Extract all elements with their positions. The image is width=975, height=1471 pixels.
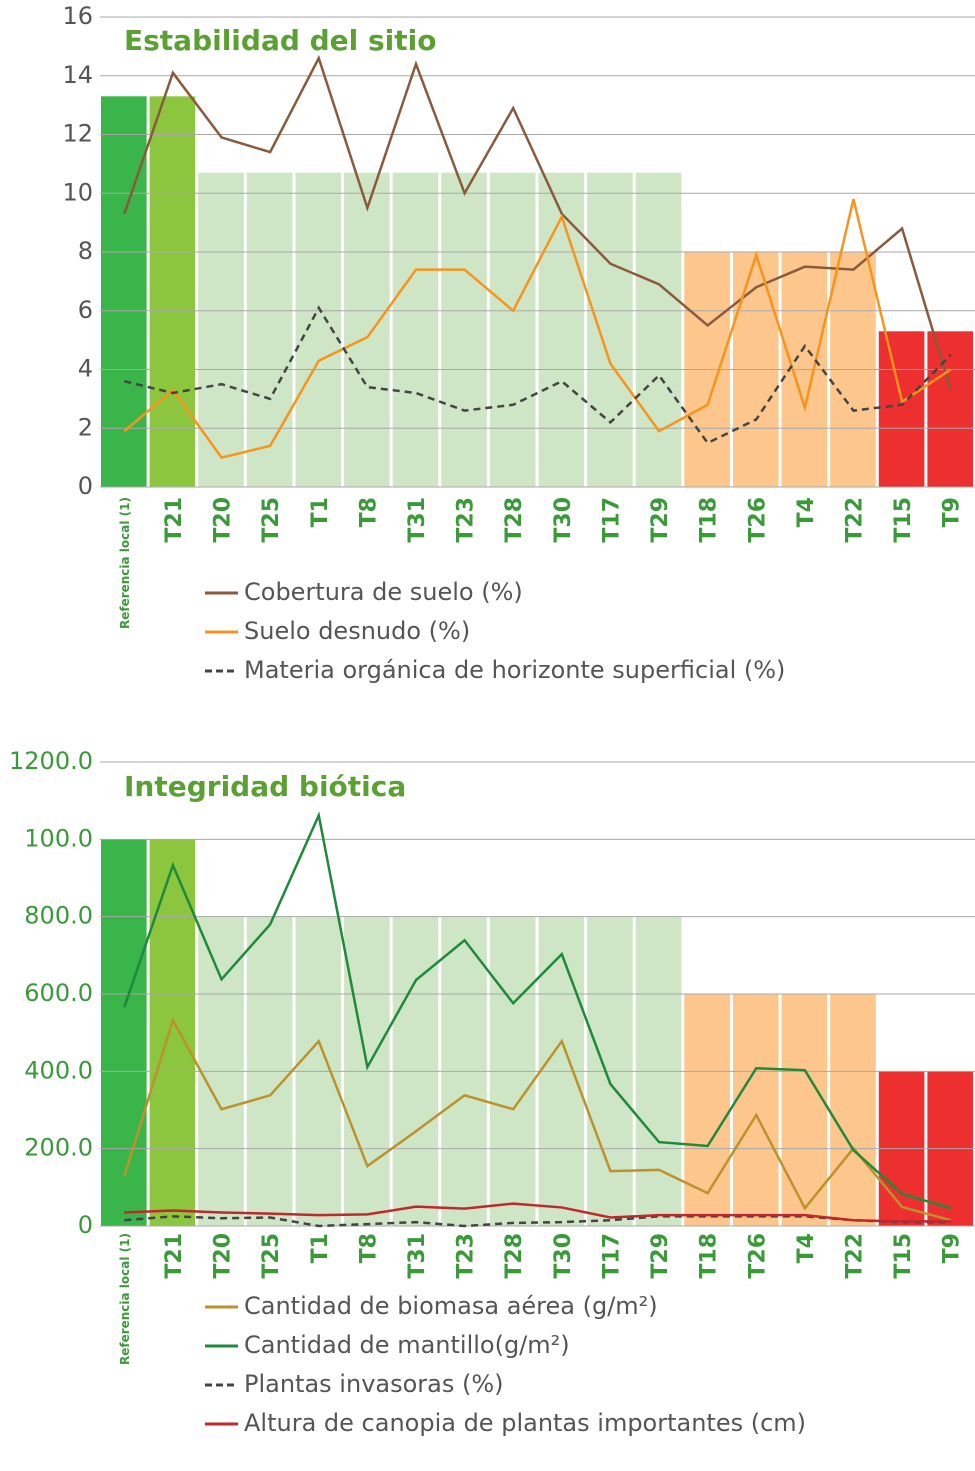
x-tick-label: T30 <box>551 497 576 543</box>
x-tick-label: T9 <box>940 1233 965 1263</box>
x-tick-label: T26 <box>745 1233 770 1279</box>
legend-label: Cantidad de mantillo(g/m²) <box>244 1331 570 1359</box>
y-tick-label: 200.0 <box>24 1134 93 1162</box>
bar <box>587 172 633 487</box>
x-tick-label: T9 <box>940 497 965 527</box>
legend-label: Altura de canopia de plantas importantes… <box>244 1409 806 1437</box>
bar <box>149 839 196 1226</box>
bar <box>489 172 536 487</box>
y-tick-label: 0 <box>78 472 93 500</box>
bar <box>538 172 585 487</box>
y-tick-label: 4 <box>78 355 93 383</box>
x-tick-label: Referencia local (1) <box>118 1233 132 1365</box>
x-tick-label: T15 <box>891 1233 916 1279</box>
series-line <box>124 1202 951 1223</box>
x-tick-label: T29 <box>648 497 673 543</box>
bar <box>635 172 682 487</box>
x-tick-label: T4 <box>794 1233 819 1263</box>
bar <box>392 172 439 487</box>
x-tick-label: T18 <box>697 1233 722 1279</box>
y-tick-label: 800.0 <box>24 902 93 930</box>
y-tick-label: 2 <box>78 413 93 441</box>
bar <box>927 331 973 487</box>
y-tick-label: 400.0 <box>24 1056 93 1084</box>
x-tick-label: T25 <box>259 497 284 543</box>
x-tick-label: T30 <box>551 1233 576 1279</box>
series-line <box>123 198 952 460</box>
x-tick-label: T20 <box>211 1233 236 1279</box>
x-tick-label: T25 <box>259 1233 284 1279</box>
bar <box>295 172 342 487</box>
x-tick-label: T21 <box>162 497 187 543</box>
series-line <box>123 54 952 391</box>
x-tick-label: T21 <box>162 1233 187 1279</box>
legend-label: Cobertura de suelo (%) <box>244 578 523 606</box>
x-tick-label: T17 <box>599 497 624 543</box>
legend-label: Materia orgánica de horizonte superficia… <box>244 656 785 684</box>
x-tick-label: T28 <box>502 1233 527 1279</box>
legend-label: Cantidad de biomasa aérea (g/m²) <box>244 1292 658 1320</box>
x-tick-label: T1 <box>308 1233 333 1263</box>
x-tick-label: T31 <box>405 1233 430 1279</box>
bar <box>101 839 147 1226</box>
bar <box>198 172 244 487</box>
x-tick-label: T26 <box>745 497 770 543</box>
bar <box>732 994 779 1226</box>
y-tick-label: 0 <box>78 1211 93 1239</box>
bar <box>441 172 487 487</box>
x-tick-label: T18 <box>697 497 722 543</box>
x-tick-label: T1 <box>308 497 333 527</box>
y-tick-label: 6 <box>78 296 93 324</box>
x-tick-label: T15 <box>891 497 916 543</box>
chart-title: Integridad biótica <box>124 770 406 803</box>
x-tick-label: T28 <box>502 497 527 543</box>
x-tick-label: T20 <box>211 497 236 543</box>
y-tick-label: 10 <box>62 178 93 206</box>
series-line <box>123 811 952 1210</box>
x-tick-label: T31 <box>405 497 430 543</box>
x-tick-label: T22 <box>842 497 867 543</box>
x-tick-label: T23 <box>454 497 479 543</box>
x-tick-label: T4 <box>794 497 819 527</box>
chart-title: Estabilidad del sitio <box>124 24 437 57</box>
x-tick-label: T22 <box>842 1233 867 1279</box>
series-line <box>123 1017 952 1222</box>
bar <box>684 994 730 1226</box>
x-tick-label: Referencia local (1) <box>118 497 132 629</box>
x-tick-label: T8 <box>356 1233 381 1263</box>
bar <box>101 96 147 487</box>
bar <box>149 96 196 487</box>
y-tick-label: 12 <box>62 120 93 148</box>
x-tick-label: T8 <box>356 497 381 527</box>
y-tick-label: 600.0 <box>24 979 93 1007</box>
y-tick-label: 16 <box>62 2 93 30</box>
x-tick-label: T17 <box>599 1233 624 1279</box>
bar <box>246 172 293 487</box>
y-tick-label: 8 <box>78 237 93 265</box>
legend-label: Plantas invasoras (%) <box>244 1370 504 1398</box>
y-tick-label: 14 <box>62 61 93 89</box>
bar <box>878 331 925 487</box>
legend-label: Suelo desnudo (%) <box>244 617 470 645</box>
y-tick-label: 100.0 <box>24 824 93 852</box>
x-tick-label: T29 <box>648 1233 673 1279</box>
bar <box>344 172 390 487</box>
y-tick-label: 1200.0 <box>9 747 93 775</box>
bar <box>830 994 876 1226</box>
x-tick-label: T23 <box>454 1233 479 1279</box>
bar <box>781 994 828 1226</box>
